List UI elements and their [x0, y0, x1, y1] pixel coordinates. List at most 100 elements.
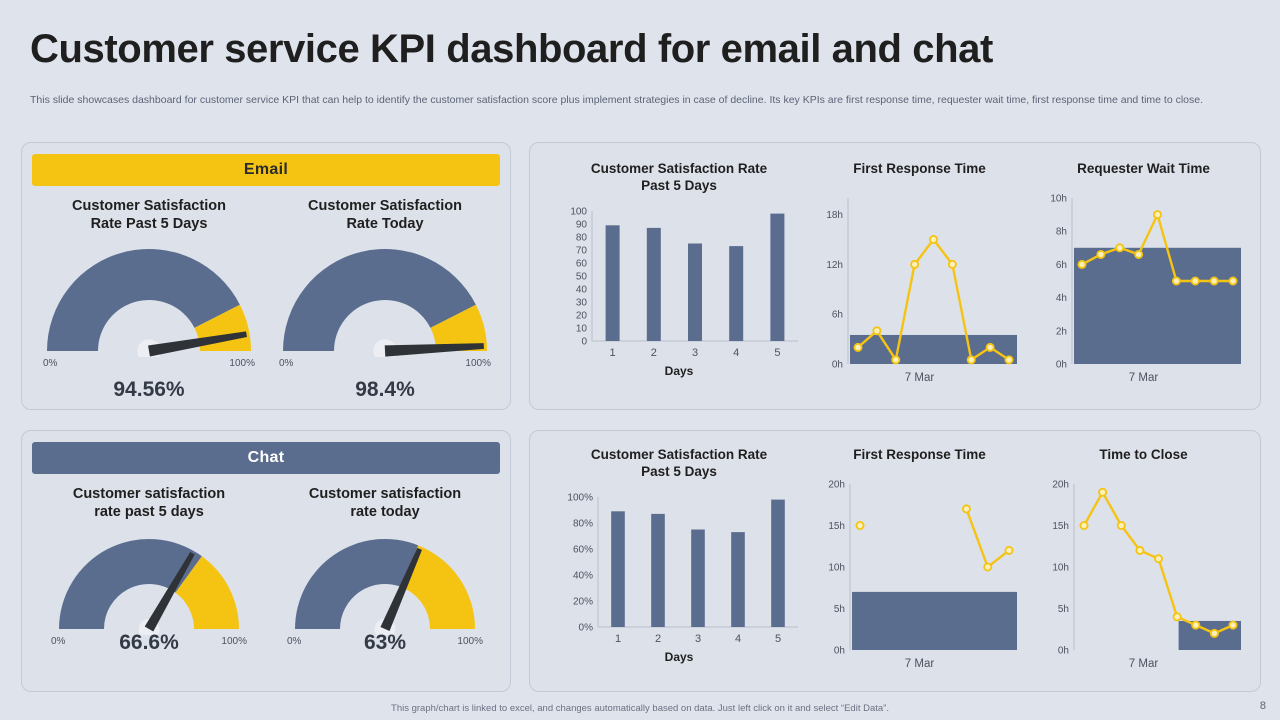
y-tick-label: 0% [579, 622, 594, 633]
y-tick-label: 0h [832, 359, 843, 368]
x-tick-label: 2 [655, 633, 661, 645]
gauge-value: 98.4% [355, 378, 415, 402]
chart-plot: 0 10 20 30 40 50 60 70 80 90 100 1 2 3 4 5 [570, 206, 798, 359]
gauge-max-label: 100% [465, 358, 491, 370]
gauge-title: Customer Satisfaction Rate Today [308, 198, 462, 233]
chat-charts-panel: Customer Satisfaction Rate Past 5 Days 0%… [529, 430, 1261, 692]
x-tick-label: 5 [774, 347, 780, 359]
data-point [1096, 249, 1106, 259]
data-point [966, 355, 976, 365]
data-point [1190, 276, 1200, 286]
y-tick-label: 80 [576, 232, 588, 243]
data-point [1154, 554, 1164, 564]
chart-plot: 0h 5h 10h 15h 20h [1052, 479, 1241, 654]
gauge-title: Customer Satisfaction Rate Past 5 Days [72, 198, 226, 233]
data-point [1135, 545, 1145, 555]
chart-title: Customer Satisfaction Rate Past 5 Days [590, 447, 768, 479]
x-tick-label: 3 [692, 347, 698, 359]
chat-panel-header: Chat [32, 442, 500, 474]
data-point [1004, 355, 1014, 365]
gauge-max-label: 100% [457, 636, 483, 648]
y-tick-label: 15h [1052, 521, 1069, 532]
data-point [855, 520, 865, 530]
data-point [983, 562, 993, 572]
gauge-track-blue [59, 539, 202, 630]
x-tick-label: 5 [775, 633, 781, 645]
gauge-needle [380, 548, 422, 632]
x-tick-label: 2 [651, 347, 657, 359]
data-point [1228, 276, 1238, 286]
data-point [1115, 243, 1125, 253]
reference-band [852, 591, 1017, 650]
data-point [1171, 276, 1181, 286]
bar [646, 227, 661, 341]
gauge-card: Customer Satisfaction Rate Today 0% 100% 98… [272, 197, 498, 402]
y-tick-label: 10h [1052, 562, 1069, 573]
bar [611, 511, 625, 627]
bar [771, 499, 785, 627]
gauge-min-label: 0% [287, 636, 302, 648]
chart-title: Requester Wait Time [1077, 161, 1210, 176]
gauge-card: Customer satisfaction rate past 5 days 0%… [36, 485, 262, 654]
y-tick-label: 70 [576, 245, 588, 256]
data-point [1191, 620, 1201, 630]
data-point [1172, 612, 1182, 622]
data-point [961, 504, 971, 514]
x-tick-label: 1 [610, 347, 616, 359]
gauge-dial [283, 249, 487, 358]
footer-note: This graph/chart is linked to excel, and… [391, 703, 889, 714]
x-axis-label: 7 Mar [904, 371, 935, 384]
line-series [965, 507, 1011, 569]
y-tick-label: 90 [576, 219, 588, 230]
y-tick-label: 0h [1056, 359, 1067, 368]
data-point [1004, 545, 1014, 555]
y-tick-label: 5h [834, 604, 845, 615]
x-axis-label: 7 Mar [904, 657, 935, 670]
gauge-min-label: 0% [279, 358, 294, 370]
y-tick-label: 40% [573, 570, 593, 581]
y-tick-label: 60% [573, 544, 593, 555]
data-point [947, 259, 957, 269]
x-tick-label: 4 [733, 347, 739, 359]
chart-chat-time-to-close: Time to Close 0h 5h 10h 15h 20h 7 Mar [1036, 447, 1251, 670]
chart-plot: 0h 2h 4h 6h 8h 10h [1050, 193, 1241, 368]
bar [691, 529, 705, 627]
y-tick-label: 50 [576, 271, 588, 282]
gauge-dial [59, 539, 239, 636]
data-point [1209, 276, 1219, 286]
chart-title: First Response Time [853, 161, 986, 176]
data-point [872, 326, 882, 336]
gauge-title: Customer satisfaction rate today [308, 486, 462, 521]
data-point [1116, 520, 1126, 530]
y-tick-label: 10h [1050, 193, 1067, 204]
data-point [910, 259, 920, 269]
y-tick-label: 20h [1052, 479, 1069, 490]
y-tick-label: 100% [567, 492, 593, 503]
y-tick-label: 60 [576, 258, 588, 269]
gauge-dial [295, 539, 475, 636]
bar [687, 243, 703, 341]
data-point [891, 355, 901, 365]
chart-email-requester-wait-time: Requester Wait Time 0h 2h 4h 6h 8h 10h 7 Mar [1036, 161, 1251, 384]
y-tick-label: 8h [1056, 227, 1067, 238]
gauge-track-yellow [430, 304, 487, 352]
data-point [1228, 620, 1238, 630]
data-point [1153, 209, 1163, 219]
y-tick-label: 6h [1056, 260, 1067, 271]
data-point [1077, 259, 1087, 269]
y-tick-label: 20% [573, 596, 593, 607]
gauge-track-yellow [175, 556, 239, 630]
y-tick-label: 18h [826, 210, 843, 221]
y-tick-label: 10h [828, 562, 845, 573]
data-point [853, 342, 863, 352]
data-point [1209, 628, 1219, 638]
y-tick-label: 5h [1058, 604, 1069, 615]
y-tick-label: 0h [1058, 645, 1069, 654]
gauge-figure: 0% 100% [279, 245, 491, 373]
chart-email-csat-bar: Customer Satisfaction Rate Past 5 Days 0 1… [554, 161, 804, 378]
page-number: 8 [1259, 700, 1266, 712]
x-tick-label: 1 [615, 633, 621, 645]
bar [605, 225, 620, 341]
gauge-dial [47, 249, 251, 358]
data-point [985, 342, 995, 352]
